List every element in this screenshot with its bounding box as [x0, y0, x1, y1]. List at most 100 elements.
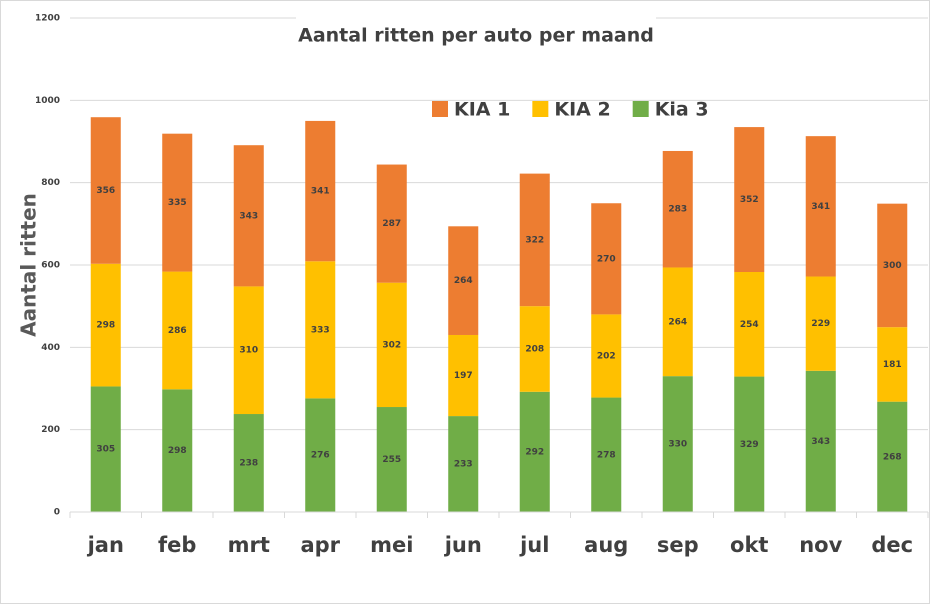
data-label: 264 — [668, 317, 687, 327]
x-tick-label: feb — [158, 533, 196, 557]
bar-segment — [805, 276, 836, 371]
y-axis-label: Aantal ritten — [17, 193, 41, 337]
x-tick-label: apr — [300, 533, 340, 557]
y-tick-label: 400 — [41, 343, 60, 353]
title-bg — [296, 16, 656, 54]
bar-segment — [877, 327, 908, 402]
data-label: 335 — [168, 198, 187, 208]
bar-segment — [305, 398, 336, 512]
bar-segment — [662, 376, 693, 512]
data-label: 356 — [96, 186, 115, 196]
data-label: 292 — [525, 447, 544, 457]
bar-segment — [376, 164, 407, 283]
data-label: 208 — [525, 344, 544, 354]
y-tick-label: 800 — [41, 178, 60, 188]
data-label: 298 — [96, 321, 115, 331]
legend-label: KIA 2 — [554, 99, 610, 121]
data-label: 341 — [811, 202, 830, 212]
bar-segment — [233, 414, 264, 512]
x-tick-label: mrt — [228, 533, 270, 557]
data-label: 268 — [883, 452, 902, 462]
bar-segment — [90, 117, 121, 264]
data-label: 305 — [96, 445, 115, 455]
bar-segment — [162, 389, 193, 512]
bar-segment — [90, 386, 121, 512]
bar-segment — [448, 226, 479, 335]
bar-segment — [805, 136, 836, 277]
bar-segment — [162, 271, 193, 390]
x-tick-label: nov — [799, 533, 842, 557]
x-tick-label: jul — [519, 533, 549, 557]
bar-segment — [519, 391, 550, 512]
bar-segment — [376, 282, 407, 408]
bar-segment — [877, 401, 908, 512]
x-tick-label: aug — [584, 533, 628, 557]
bar-segment — [162, 133, 193, 272]
data-label: 352 — [740, 195, 759, 205]
data-label: 310 — [239, 346, 258, 356]
x-tick-label: mei — [370, 533, 413, 557]
x-tick-label: sep — [657, 533, 699, 557]
data-label: 229 — [811, 319, 830, 329]
data-label: 343 — [811, 437, 830, 447]
y-tick-label: 600 — [41, 261, 60, 271]
data-label: 330 — [668, 440, 687, 450]
data-label: 298 — [168, 446, 187, 456]
data-label: 300 — [883, 261, 902, 271]
bar-segment — [519, 173, 550, 307]
legend-swatch — [632, 101, 649, 117]
bar-segment — [519, 306, 550, 392]
data-label: 287 — [382, 219, 401, 229]
bar-segment — [877, 203, 908, 328]
legend-swatch — [532, 101, 549, 117]
bar-segment — [448, 416, 479, 512]
data-label: 233 — [454, 460, 473, 470]
bar-segment — [734, 127, 765, 272]
bar-segment — [233, 145, 264, 287]
data-label: 322 — [525, 235, 544, 245]
legend-swatch — [432, 101, 448, 117]
x-tick-label: dec — [871, 533, 913, 557]
x-tick-label: jun — [444, 533, 482, 557]
data-label: 341 — [311, 187, 330, 197]
data-label: 181 — [883, 360, 902, 370]
bar-segment — [448, 334, 479, 417]
legend-label: Kia 3 — [655, 99, 709, 121]
legend-label: KIA 1 — [454, 99, 510, 121]
data-label: 302 — [382, 340, 401, 350]
data-label: 286 — [168, 326, 187, 336]
data-label: 276 — [311, 451, 330, 461]
bar-segment — [90, 263, 121, 387]
bar-segment — [805, 370, 836, 512]
data-label: 264 — [454, 276, 473, 286]
data-label: 283 — [668, 205, 687, 215]
x-tick-label: jan — [87, 533, 124, 557]
data-label: 270 — [597, 254, 616, 264]
data-label: 238 — [239, 459, 258, 469]
bar-segment — [233, 286, 264, 415]
bar-segment — [376, 407, 407, 512]
bar-segment — [734, 271, 765, 377]
y-tick-label: 1000 — [35, 96, 60, 106]
y-tick-label: 1200 — [35, 14, 60, 24]
bar-segment — [305, 120, 336, 262]
bar-segment — [662, 267, 693, 377]
bar-segment — [591, 397, 622, 512]
data-label: 254 — [740, 320, 759, 330]
bar-segment — [591, 314, 622, 398]
data-label: 333 — [311, 325, 330, 335]
data-label: 255 — [382, 455, 401, 465]
data-label: 278 — [597, 450, 616, 460]
data-label: 202 — [597, 351, 616, 361]
data-label: 329 — [740, 440, 759, 450]
y-tick-label: 200 — [41, 425, 60, 435]
data-label: 197 — [454, 371, 473, 381]
data-label: 343 — [239, 211, 258, 221]
bar-segment — [662, 150, 693, 268]
chart-title: Aantal ritten per auto per maand — [298, 25, 654, 47]
x-tick-label: okt — [730, 533, 768, 557]
bar-segment — [305, 261, 336, 399]
bar-segment — [734, 376, 765, 512]
y-tick-label: 0 — [54, 508, 60, 518]
